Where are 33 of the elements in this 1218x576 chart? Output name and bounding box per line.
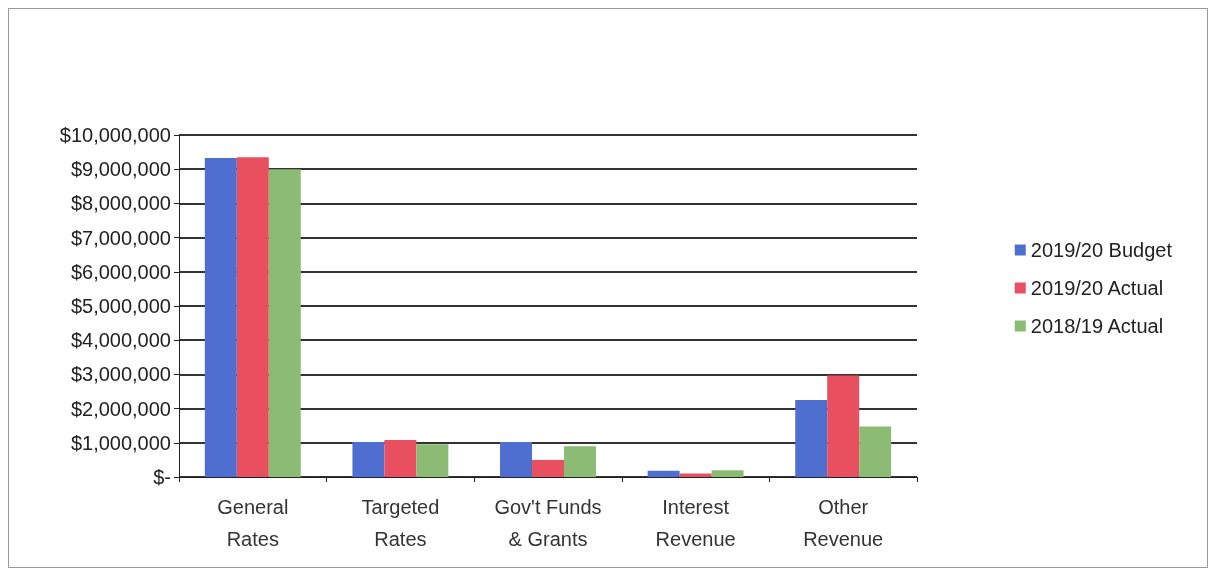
y-tick-label: $-: [153, 466, 171, 488]
x-tick-label: Interest Revenue: [655, 496, 736, 550]
x-tick-label: General Rates: [217, 496, 289, 550]
bar: [384, 440, 417, 477]
legend-label: 2019/20 Actual: [1030, 277, 1164, 299]
bar: [859, 426, 892, 477]
bar: [532, 459, 564, 477]
bar: [352, 442, 385, 477]
y-tick-label: $2,000,000: [70, 397, 171, 420]
y-tick-label: $7,000,000: [70, 226, 171, 249]
bar: [500, 442, 533, 477]
legend-label: 2019/20 Budget: [1030, 239, 1173, 261]
x-tick-label: Other Revenue: [803, 496, 884, 550]
x-tick-label: Gov't Funds & Grants: [494, 496, 602, 550]
y-tick-label: $5,000,000: [70, 295, 171, 317]
bar: [827, 375, 860, 477]
bar: [711, 470, 744, 477]
y-tick-label: $1,000,000: [70, 431, 171, 454]
bar: [795, 400, 828, 477]
y-tick-label: $6,000,000: [70, 260, 171, 283]
y-tick-label: $4,000,000: [70, 329, 171, 352]
bar: [647, 470, 680, 477]
bar: [268, 169, 301, 477]
bar: [416, 444, 449, 477]
x-tick-label: Targeted Rates: [361, 496, 440, 550]
bar: [204, 157, 237, 477]
bar: [563, 446, 596, 477]
legend-label: 2018/19 Actual: [1030, 315, 1164, 337]
y-tick-label: $8,000,000: [70, 192, 171, 215]
y-tick-label: $3,000,000: [70, 363, 171, 386]
bar: [236, 157, 269, 477]
y-tick-label: $10,000,000: [59, 124, 171, 146]
y-tick-label: $9,000,000: [70, 158, 171, 181]
